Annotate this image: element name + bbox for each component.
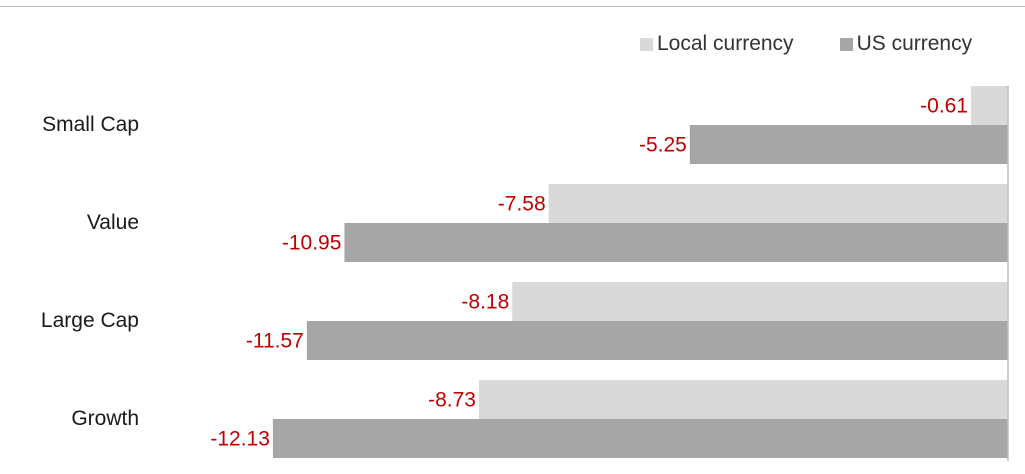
data-label-value-us-currency: -10.95 [282,232,342,255]
data-label-large-cap-us-currency: -11.57 [246,330,304,353]
data-label-growth-us-currency: -12.13 [210,428,270,451]
top-rule [0,6,1025,7]
bar-growth-us-currency [272,419,1008,458]
bar-value-local-currency [548,184,1008,223]
data-label-small-cap-us-currency: -5.25 [639,134,687,157]
bar-large-cap-us-currency [306,321,1008,360]
category-label-growth: Growth [71,407,139,430]
bar-growth-local-currency [478,380,1008,419]
legend-item-us: US currency [839,32,973,56]
bar-small-cap-us-currency [689,125,1008,164]
legend-label-local: Local currency [657,32,794,55]
data-label-small-cap-local-currency: -0.61 [920,95,968,118]
legend-swatch-us [839,37,853,51]
bar-value-us-currency [344,223,1008,262]
category-label-value: Value [87,211,139,234]
data-label-value-local-currency: -7.58 [498,193,546,216]
legend-label-us: US currency [856,32,973,55]
data-label-growth-local-currency: -8.73 [428,389,476,412]
bar-small-cap-local-currency [971,86,1008,125]
legend-swatch-local [640,37,653,51]
legend-item-local: Local currency [640,32,794,56]
bar-large-cap-local-currency [512,282,1008,321]
category-label-large-cap: Large Cap [41,309,139,332]
data-label-large-cap-local-currency: -8.18 [461,291,509,314]
category-label-small-cap: Small Cap [42,113,139,136]
legend: Local currency US currency [640,31,972,57]
